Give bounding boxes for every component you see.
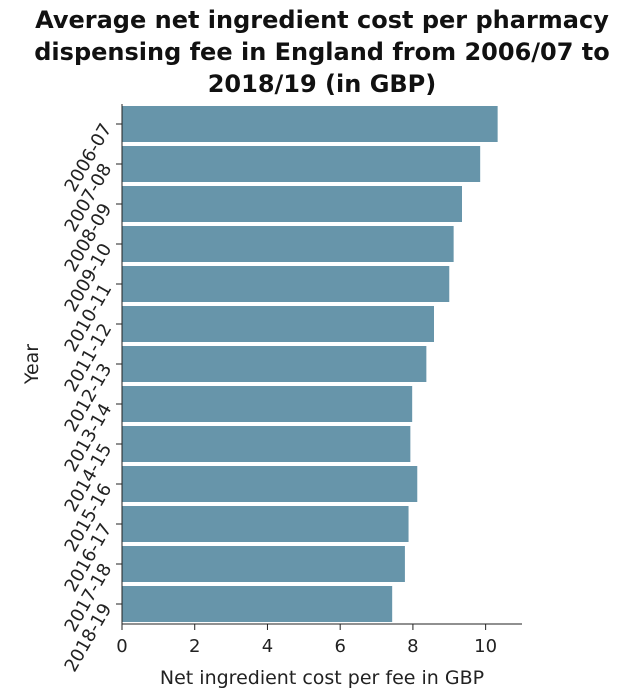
bar-2011-12	[122, 306, 434, 342]
x-tick-label: 6	[334, 636, 345, 657]
bar-2015-16	[122, 466, 418, 502]
chart-title-line: dispensing fee in England from 2006/07 t…	[34, 38, 610, 66]
bar-2018-19	[122, 586, 393, 622]
x-tick-label: 0	[116, 636, 127, 657]
y-axis-label: Year	[21, 344, 43, 385]
bar-2017-18	[122, 546, 405, 582]
x-tick-label: 8	[407, 636, 418, 657]
bar-2009-10	[122, 226, 454, 262]
bar-2014-15	[122, 426, 411, 462]
bar-2006-07	[122, 106, 498, 142]
chart-title-line: 2018/19 (in GBP)	[207, 70, 437, 98]
bar-2010-11	[122, 266, 450, 302]
y-axis-ticks: 2006-072007-082008-092009-102010-112011-…	[61, 120, 122, 676]
plot-area	[122, 106, 498, 622]
bar-2013-14	[122, 386, 413, 422]
bar-2016-17	[122, 506, 409, 542]
bar-2012-13	[122, 346, 427, 382]
x-axis-ticks: 0 2 4 6 8 10	[116, 624, 497, 657]
x-axis-label: Net ingredient cost per fee in GBP	[160, 667, 484, 689]
bar-2007-08	[122, 146, 481, 182]
x-tick-label: 10	[474, 636, 497, 657]
x-tick-label: 4	[262, 636, 273, 657]
chart-title-line: Average net ingredient cost per pharmacy	[35, 6, 609, 34]
bar-2008-09	[122, 186, 462, 222]
chart-title: Average net ingredient cost per pharmacy…	[0, 4, 644, 100]
x-tick-label: 2	[189, 636, 200, 657]
